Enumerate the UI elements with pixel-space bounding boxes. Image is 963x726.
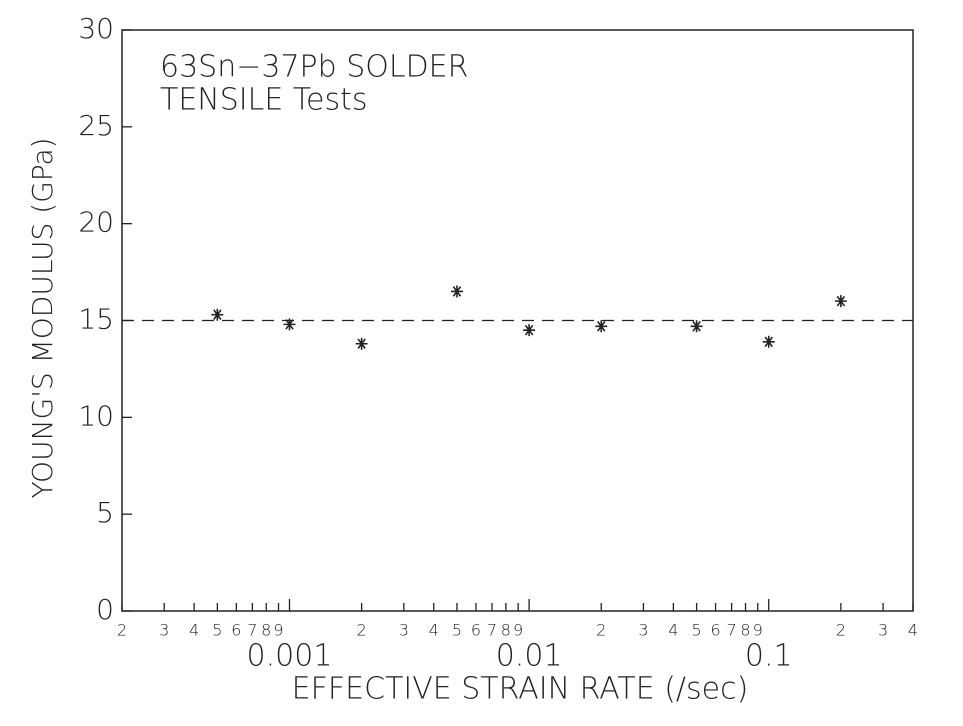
x-tick-label: 6 [471, 621, 481, 640]
x-tick-label: 7 [487, 621, 497, 640]
x-tick-label: 3 [159, 621, 169, 640]
x-tick-label: 8 [501, 621, 511, 640]
y-tick-label: 20 [78, 206, 114, 239]
chart-title: TENSILE Tests [160, 83, 368, 118]
y-tick-label: 5 [96, 496, 114, 529]
x-tick-label: 4 [429, 621, 439, 640]
data-point [690, 320, 703, 333]
data-point [523, 324, 536, 337]
x-tick-label: 0.1 [745, 639, 793, 674]
data-point [355, 337, 368, 350]
y-tick-label: 15 [78, 303, 114, 336]
x-tick-label: 9 [273, 621, 283, 640]
x-tick-label: 8 [740, 621, 750, 640]
x-tick-label: 8 [261, 621, 271, 640]
x-tick-label: 4 [908, 621, 918, 640]
x-tick-label: 0.01 [496, 639, 563, 674]
data-point [595, 320, 608, 333]
x-tick-label: 7 [247, 621, 257, 640]
x-tick-label: 2 [357, 621, 367, 640]
x-tick-label: 0.001 [247, 639, 333, 674]
x-tick-label: 2 [836, 621, 846, 640]
data-point [762, 335, 775, 348]
x-tick-label: 2 [117, 621, 127, 640]
y-tick-label: 0 [96, 593, 114, 626]
y-tick-label: 30 [78, 12, 114, 45]
x-tick-label: 4 [668, 621, 678, 640]
x-tick-label: 3 [638, 621, 648, 640]
y-tick-label: 25 [78, 109, 114, 142]
x-tick-label: 9 [753, 621, 763, 640]
x-tick-label: 3 [399, 621, 409, 640]
x-tick-label: 6 [710, 621, 720, 640]
x-tick-label: 9 [513, 621, 523, 640]
x-tick-label: 7 [727, 621, 737, 640]
data-point [211, 308, 224, 321]
x-axis-label: EFFECTIVE STRAIN RATE (/sec) [292, 672, 749, 707]
x-tick-label: 5 [692, 621, 702, 640]
x-tick-label: 4 [189, 621, 199, 640]
x-tick-label: 3 [878, 621, 888, 640]
x-tick-label: 5 [212, 621, 222, 640]
data-point [283, 318, 296, 331]
x-tick-label: 2 [596, 621, 606, 640]
data-point [834, 295, 847, 308]
y-tick-label: 10 [78, 399, 114, 432]
x-tick-label: 5 [452, 621, 462, 640]
x-tick-label: 6 [231, 621, 241, 640]
y-axis-label: YOUNG'S MODULUS (GPa) [26, 137, 59, 498]
data-point [450, 285, 463, 298]
chart-title: 63Sn−37Pb SOLDER [160, 50, 468, 85]
